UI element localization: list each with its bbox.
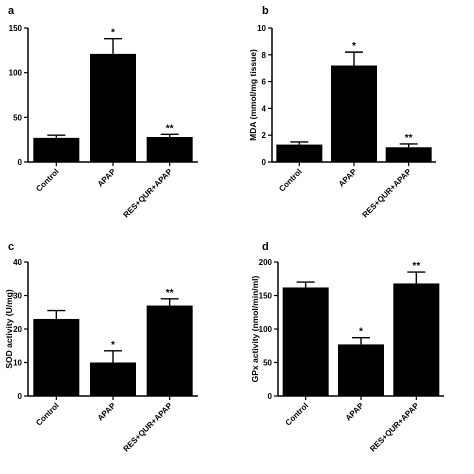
- y-tick-label: 150: [9, 24, 23, 33]
- bar: [146, 136, 193, 162]
- y-tick-label: 2: [262, 131, 267, 140]
- bar: [33, 318, 80, 396]
- y-tick-label: 10: [13, 359, 22, 368]
- panel-b: b 0 2 4 6 8 10 MDA (mmol/mg tissue) Control * APAP…: [248, 5, 436, 220]
- y-axis-label: SOD activity (U/mg): [4, 289, 14, 369]
- y-tick-label: 30: [13, 292, 22, 301]
- panel-d: d 0 50 100 150 200 GPx activity (nmol/min/ml) C…: [250, 241, 444, 454]
- y-tick-label: 0: [18, 392, 23, 401]
- y-tick-label: 40: [13, 258, 22, 267]
- y-axis-label: MDA (mmol/mg tissue): [248, 49, 258, 141]
- category-label: APAP: [96, 401, 118, 423]
- category-label: APAP: [96, 167, 118, 189]
- y-tick-label: 100: [9, 69, 23, 78]
- bar: [385, 147, 432, 162]
- panel-c: c 0 10 20 30 40 SOD activity (U/mg) Control * APA…: [4, 241, 198, 454]
- significance-marker: *: [111, 28, 115, 39]
- panel-a: a 0 50 100 150 Control * APAP ** RES+QUR+APAP: [8, 5, 198, 220]
- bar: [90, 53, 136, 163]
- y-tick-label: 50: [13, 113, 22, 122]
- y-tick-label: 50: [263, 359, 272, 368]
- y-tick-label: 8: [262, 51, 267, 60]
- category-label: Control: [284, 401, 310, 427]
- y-tick-label: 0: [262, 158, 267, 167]
- bar: [33, 137, 80, 162]
- category-label: RES+QUR+APAP: [122, 167, 175, 220]
- category-label: RES+QUR+APAP: [361, 167, 414, 220]
- y-tick-label: 0: [18, 158, 23, 167]
- bar: [146, 305, 193, 396]
- panel-letter: d: [262, 241, 269, 253]
- significance-marker: *: [352, 41, 356, 52]
- significance-marker: **: [166, 123, 174, 134]
- y-tick-label: 6: [262, 78, 267, 87]
- category-label: Control: [277, 167, 303, 193]
- y-tick-label: 10: [257, 24, 266, 33]
- y-tick-label: 0: [268, 392, 273, 401]
- bar: [331, 65, 377, 162]
- category-label: APAP: [337, 167, 359, 189]
- significance-marker: **: [412, 261, 420, 272]
- significance-marker: *: [359, 327, 363, 338]
- category-label: Control: [34, 167, 60, 193]
- bar: [282, 287, 329, 396]
- significance-marker: **: [166, 288, 174, 299]
- y-tick-label: 4: [262, 104, 267, 113]
- category-label: RES+QUR+APAP: [122, 401, 175, 454]
- bar: [393, 283, 440, 396]
- panel-letter: c: [8, 241, 14, 253]
- bar: [90, 362, 136, 396]
- panel-letter: b: [262, 5, 269, 17]
- y-tick-label: 100: [259, 325, 273, 334]
- significance-marker: *: [111, 340, 115, 351]
- y-tick-label: 20: [13, 325, 22, 334]
- category-label: Control: [34, 401, 60, 427]
- y-axis-label: GPx activity (nmol/min/ml): [250, 275, 260, 382]
- category-label: APAP: [344, 401, 366, 423]
- y-tick-label: 200: [259, 258, 273, 267]
- panel-letter: a: [8, 5, 15, 17]
- bar: [338, 344, 384, 396]
- category-label: RES+QUR+APAP: [368, 401, 421, 454]
- significance-marker: **: [405, 133, 413, 144]
- y-tick-label: 150: [259, 292, 273, 301]
- bar: [276, 144, 323, 162]
